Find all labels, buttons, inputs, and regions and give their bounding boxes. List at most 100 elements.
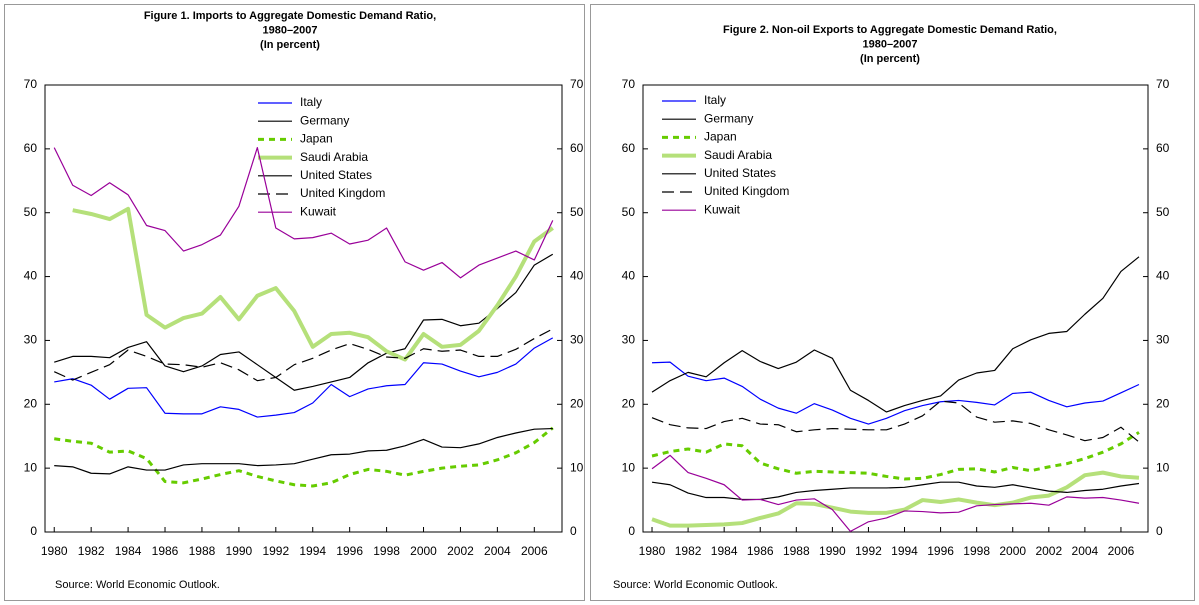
x-tick-label: 1988	[783, 544, 810, 558]
x-tick-label: 1980	[639, 544, 666, 558]
source-note: Source: World Economic Outlook.	[55, 579, 220, 591]
legend-label: United Kingdom	[704, 184, 789, 198]
series-line	[651, 361, 1140, 425]
plot-frame	[642, 84, 1149, 533]
x-tick-label: 1988	[189, 544, 216, 558]
chart-title: Figure 1. Imports to Aggregate Domestic …	[144, 10, 436, 22]
panel-frame	[4, 4, 585, 601]
y2-tick-label: 40	[570, 269, 584, 283]
x-tick-label: 1998	[963, 544, 990, 558]
y-tick-label: 10	[24, 460, 38, 474]
x-tick-label: 1992	[262, 544, 289, 558]
x-tick-label: 1990	[819, 544, 846, 558]
x-tick-label: 1986	[747, 544, 774, 558]
y-tick-label: 30	[622, 333, 636, 347]
x-tick-label: 1998	[373, 544, 400, 558]
y2-tick-label: 20	[570, 396, 584, 410]
x-tick-label: 1984	[115, 544, 142, 558]
y-tick-label: 30	[24, 333, 38, 347]
y2-tick-label: 50	[1156, 205, 1170, 219]
y-tick-label: 20	[622, 396, 636, 410]
x-tick-label: 2004	[1072, 544, 1099, 558]
x-tick-label: 2006	[521, 544, 548, 558]
legend-label: Germany	[300, 113, 349, 127]
legend-label: United States	[300, 168, 372, 182]
legend-label: Saudi Arabia	[704, 148, 772, 162]
legend-label: Japan	[300, 132, 333, 146]
y2-tick-label: 0	[570, 524, 577, 538]
y-tick-label: 0	[628, 524, 635, 538]
chart-title: 1980–2007	[262, 24, 317, 36]
y-tick-label: 60	[24, 141, 38, 155]
y2-tick-label: 60	[570, 141, 584, 155]
series-line	[54, 427, 553, 475]
x-tick-label: 1996	[927, 544, 954, 558]
y-tick-label: 20	[24, 396, 38, 410]
legend-label: Germany	[704, 111, 753, 125]
y-tick-label: 60	[622, 141, 636, 155]
legend-label: Kuwait	[704, 202, 741, 216]
x-tick-label: 1994	[891, 544, 918, 558]
legend-label: United States	[704, 166, 776, 180]
y2-tick-label: 40	[1156, 269, 1170, 283]
legend-label: Italy	[300, 95, 322, 109]
series-line	[54, 337, 554, 418]
series-line	[651, 470, 1140, 528]
y2-tick-label: 20	[1156, 396, 1170, 410]
y2-tick-label: 60	[1156, 141, 1170, 155]
y2-tick-label: 70	[570, 77, 584, 91]
x-tick-label: 1992	[855, 544, 882, 558]
x-tick-label: 2002	[1035, 544, 1062, 558]
panel-frame	[590, 4, 1195, 601]
y-tick-label: 10	[622, 460, 636, 474]
y2-tick-label: 0	[1156, 524, 1163, 538]
y2-tick-label: 70	[1156, 77, 1170, 91]
x-tick-label: 2002	[447, 544, 474, 558]
chart-title: (In percent)	[260, 39, 320, 51]
series-line	[53, 328, 554, 382]
legend-label: Kuwait	[300, 204, 337, 218]
chart-title: 1980–2007	[862, 38, 917, 50]
legend-label: Saudi Arabia	[300, 150, 368, 164]
x-tick-label: 2000	[999, 544, 1026, 558]
x-tick-label: 1994	[299, 544, 326, 558]
y2-tick-label: 10	[1156, 460, 1170, 474]
x-tick-label: 1982	[78, 544, 105, 558]
y-tick-label: 50	[24, 205, 38, 219]
series-line	[651, 400, 1140, 443]
source-note: Source: World Economic Outlook.	[613, 579, 778, 591]
x-tick-label: 1996	[336, 544, 363, 558]
legend-label: United Kingdom	[300, 186, 385, 200]
series-line	[651, 481, 1140, 501]
y-tick-label: 40	[24, 269, 38, 283]
x-tick-label: 2006	[1108, 544, 1135, 558]
chart-title: (In percent)	[860, 53, 920, 65]
y-tick-label: 40	[622, 269, 636, 283]
x-tick-label: 1990	[226, 544, 253, 558]
plot-frame	[44, 84, 563, 533]
y2-tick-label: 50	[570, 205, 584, 219]
series-line	[54, 253, 554, 391]
series-line	[651, 256, 1140, 413]
x-tick-label: 2000	[410, 544, 437, 558]
y2-tick-label: 30	[570, 333, 584, 347]
y-tick-label: 70	[622, 77, 636, 91]
series-line	[72, 206, 554, 362]
series-line	[651, 454, 1140, 532]
chart-title: Figure 2. Non-oil Exports to Aggregate D…	[723, 24, 1057, 36]
y2-tick-label: 30	[1156, 333, 1170, 347]
x-tick-label: 1982	[675, 544, 702, 558]
y2-tick-label: 10	[570, 460, 584, 474]
y-tick-label: 0	[30, 524, 37, 538]
y-tick-label: 70	[24, 77, 38, 91]
legend-label: Italy	[704, 93, 726, 107]
x-tick-label: 2004	[484, 544, 511, 558]
series-line	[54, 426, 554, 488]
legend-label: Japan	[704, 130, 737, 144]
series-line	[53, 146, 554, 279]
series-line	[651, 431, 1140, 481]
x-tick-label: 1980	[41, 544, 68, 558]
x-tick-label: 1986	[152, 544, 179, 558]
x-tick-label: 1984	[711, 544, 738, 558]
